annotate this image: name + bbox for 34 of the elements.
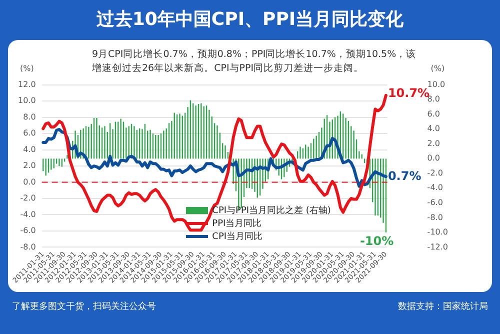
- y2-tick-label: -10.0: [427, 228, 448, 237]
- chart-subtitle: 9月CPI同比增长0.7%，预期0.8%；PPI同比增长10.7%，预期10.5%，该增速创过去26年以来新高。CPI与PPI同比剪刀差进一步走阔。: [92, 48, 418, 76]
- y-tick-label: 10.0: [18, 96, 36, 106]
- y-tick-label: -4.0: [20, 210, 36, 219]
- y-tick-label: 12.0: [18, 80, 36, 89]
- y-tick-label: 2.0: [23, 161, 36, 170]
- legend-label: CPI当月同比: [212, 230, 263, 244]
- data-label: -10%: [360, 234, 394, 248]
- y-tick-label: -2.0: [20, 194, 36, 203]
- y2-tick-label: 8.0: [427, 94, 440, 104]
- chart-title: 过去10年中国CPI、PPI当月同比变化: [95, 8, 405, 32]
- y2-tick-label: 10.0: [427, 80, 446, 89]
- y-tick-label: -8.0: [20, 242, 36, 252]
- y2-axis-title: (%): [430, 64, 445, 73]
- y-tick-label: 4.0: [23, 144, 36, 154]
- y2-tick-label: 6.0: [427, 109, 440, 118]
- y-axis-title: (%): [20, 64, 34, 73]
- y2-tick-label: 4.0: [427, 124, 440, 134]
- y2-tick-label: -4.0: [427, 183, 443, 192]
- y-tick-label: -6.0: [20, 226, 36, 236]
- y2-tick-label: -2.0: [427, 168, 443, 178]
- legend-label: PPI当月同比: [212, 218, 262, 230]
- y-tick-label: 0.0: [23, 177, 36, 186]
- y2-tick-label: 0.0: [427, 154, 440, 163]
- y2-tick-label: -8.0: [427, 212, 443, 222]
- y2-tick-label: -6.0: [427, 198, 443, 207]
- data-label: 0.7%: [388, 168, 422, 183]
- text: 了解更多图文干货，扫码关注公众号: [12, 300, 156, 313]
- text: 数据支持：国家统计局: [398, 300, 488, 313]
- y2-tick-label: 2.0: [427, 138, 440, 148]
- y-tick-label: 8.0: [23, 112, 36, 122]
- legend-label: CPI与PPI当月同比之差 (右轴): [212, 204, 331, 218]
- y-tick-label: 6.0: [23, 128, 36, 138]
- y2-tick-label: -12.0: [427, 242, 448, 252]
